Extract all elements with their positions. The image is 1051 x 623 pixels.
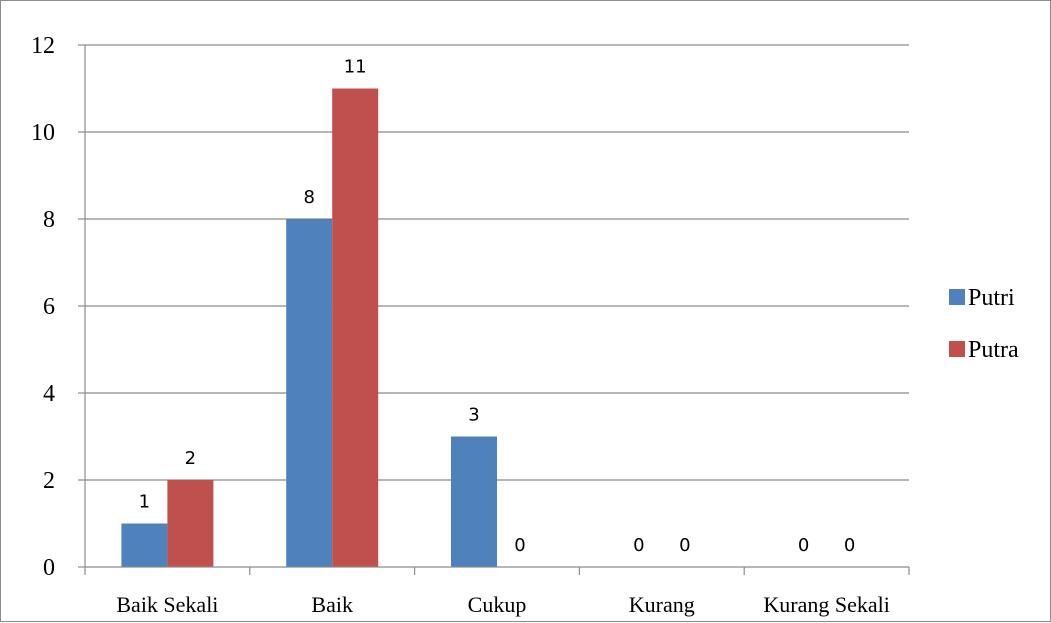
data-label-putri-3: 0 — [633, 535, 644, 556]
legend-label-putra: Putra — [968, 337, 1019, 363]
y-tick-label: 0 — [43, 555, 55, 581]
x-category-label: Kurang — [629, 592, 695, 617]
y-tick-label: 12 — [31, 33, 55, 59]
x-category-label: Cukup — [468, 592, 527, 617]
legend-label-putri: Putri — [968, 285, 1015, 311]
legend-swatch-putri — [949, 289, 965, 305]
bar-putri-2 — [451, 436, 497, 567]
y-tick-label: 8 — [43, 207, 55, 233]
y-tick-label: 2 — [43, 468, 55, 494]
legend-swatch-putra — [949, 341, 965, 357]
data-label-putri-0: 1 — [139, 492, 150, 513]
bar-putri-0 — [121, 523, 168, 567]
bars — [121, 88, 497, 567]
data-label-putra-1: 11 — [344, 57, 367, 78]
y-tick-label: 6 — [43, 294, 55, 320]
data-label-putri-1: 8 — [303, 187, 314, 208]
y-tick-label: 4 — [43, 381, 55, 407]
data-label-putri-4: 0 — [798, 535, 809, 556]
data-label-putra-4: 0 — [844, 535, 855, 556]
data-label-putra-2: 0 — [514, 535, 525, 556]
bar-putra-0 — [167, 480, 214, 567]
x-category-label: Kurang Sekali — [763, 592, 889, 617]
gridlines — [85, 44, 909, 481]
x-category-label: Baik Sekali — [116, 592, 218, 617]
bar-putra-1 — [332, 88, 379, 567]
data-label-putra-0: 2 — [185, 448, 196, 469]
axes — [78, 44, 910, 575]
x-category-label: Baik — [311, 592, 353, 617]
data-label-putri-2: 3 — [468, 405, 479, 426]
legend: Putri Putra — [949, 285, 1019, 363]
data-label-putra-3: 0 — [679, 535, 690, 556]
y-tick-label: 10 — [31, 120, 55, 146]
bar-putri-1 — [286, 219, 333, 567]
